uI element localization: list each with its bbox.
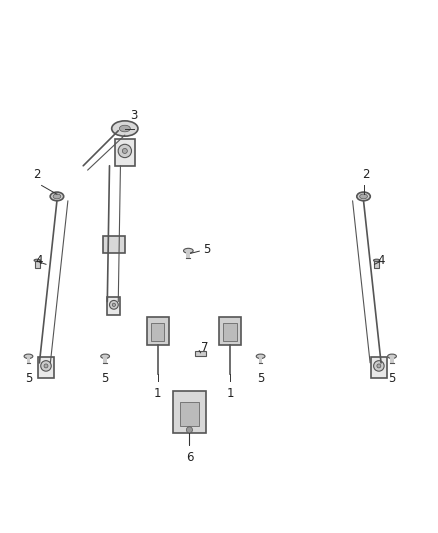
Text: 5: 5 [257, 373, 264, 385]
Ellipse shape [184, 248, 193, 253]
Bar [38, 357, 54, 378]
Ellipse shape [256, 354, 265, 359]
Text: 4: 4 [35, 254, 43, 268]
Circle shape [112, 303, 116, 306]
Text: 5: 5 [203, 244, 210, 256]
Text: 5: 5 [25, 373, 32, 385]
Text: 5: 5 [389, 373, 396, 385]
Text: 3: 3 [130, 109, 137, 122]
Circle shape [187, 427, 193, 433]
Text: 2: 2 [33, 168, 41, 181]
Circle shape [110, 301, 118, 309]
Ellipse shape [374, 259, 380, 262]
Bar [27, 356, 30, 364]
Ellipse shape [101, 354, 110, 359]
Circle shape [41, 361, 51, 371]
Ellipse shape [119, 125, 130, 132]
Bar [173, 391, 206, 433]
Circle shape [377, 364, 381, 368]
Bar [195, 351, 206, 356]
Bar [107, 297, 120, 314]
Bar [147, 317, 169, 345]
Bar [103, 356, 107, 364]
Text: 1: 1 [154, 387, 162, 400]
Ellipse shape [53, 194, 61, 199]
Bar [180, 402, 199, 426]
Circle shape [44, 364, 48, 368]
Bar [259, 356, 262, 364]
Bar [219, 317, 241, 345]
Text: 6: 6 [186, 451, 193, 464]
Bar [187, 251, 190, 259]
Text: 5: 5 [102, 373, 109, 385]
Text: 7: 7 [201, 341, 209, 354]
Bar [223, 324, 237, 341]
Ellipse shape [360, 194, 367, 199]
Circle shape [122, 149, 127, 154]
Circle shape [118, 144, 131, 158]
Ellipse shape [388, 354, 396, 359]
Text: 1: 1 [226, 387, 234, 400]
Circle shape [374, 361, 384, 371]
Bar [371, 357, 387, 378]
Bar [115, 139, 135, 166]
Text: 4: 4 [378, 254, 385, 268]
Ellipse shape [112, 121, 138, 136]
Ellipse shape [50, 192, 64, 201]
Ellipse shape [357, 192, 370, 201]
Polygon shape [35, 260, 39, 268]
Ellipse shape [24, 354, 33, 359]
Text: 2: 2 [362, 168, 370, 181]
Bar [151, 324, 164, 341]
Polygon shape [374, 260, 379, 268]
Bar [103, 236, 125, 253]
Ellipse shape [34, 259, 40, 262]
Bar [390, 356, 394, 364]
